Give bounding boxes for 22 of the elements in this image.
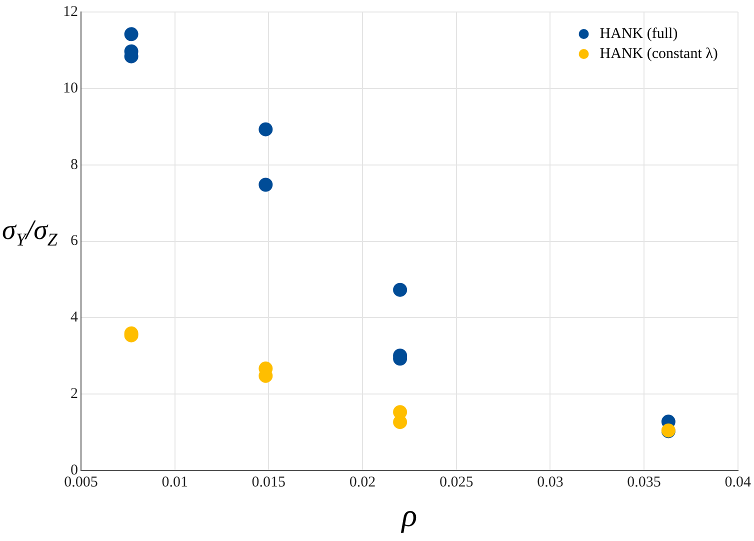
- y-tick-label: 10: [63, 80, 78, 96]
- legend-label: HANK (constant λ): [600, 46, 718, 62]
- y-tick-label: 4: [70, 310, 78, 326]
- x-tick-label: 0.03: [537, 474, 564, 491]
- point: [393, 282, 408, 297]
- x-tick-label: 0.015: [252, 474, 286, 491]
- x-tick-label: 0.01: [162, 474, 188, 491]
- y-tick-label: 12: [63, 4, 78, 20]
- point: [258, 178, 273, 192]
- point: [393, 415, 408, 430]
- x-axis-title: ρ: [400, 497, 418, 534]
- point: [258, 122, 273, 136]
- x-tick-label: 0.04: [724, 474, 752, 491]
- x-tick-label: 0.025: [439, 474, 474, 491]
- y-tick-label: 6: [70, 233, 78, 250]
- y-tick-label: 8: [70, 156, 78, 173]
- y-tick-label: 2: [70, 386, 78, 402]
- x-tick-label: 0.035: [627, 474, 661, 491]
- point: [124, 27, 138, 42]
- y-axis-title: σ$_{Y}$/σ$_{Z}$: [2, 215, 58, 251]
- x-tick-label: 0.02: [349, 474, 376, 491]
- legend-label: HANK (full): [600, 26, 678, 42]
